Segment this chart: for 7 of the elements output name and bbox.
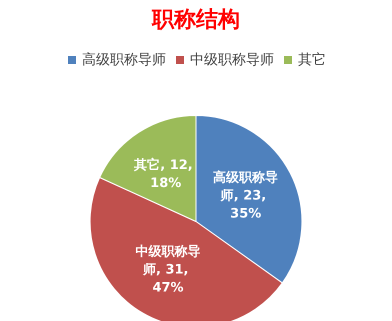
legend-label: 中级职称导师 xyxy=(190,52,274,68)
legend-label: 高级职称导师 xyxy=(82,52,166,68)
legend-label: 其它 xyxy=(298,52,326,68)
data-label: 中级职称导师, 31, 47% xyxy=(136,244,201,296)
chart-title: 职称结构 xyxy=(151,8,240,32)
data-label: 高级职称导师, 23, 35% xyxy=(213,169,278,222)
data-label: 其它, 12, 18% xyxy=(133,156,198,191)
